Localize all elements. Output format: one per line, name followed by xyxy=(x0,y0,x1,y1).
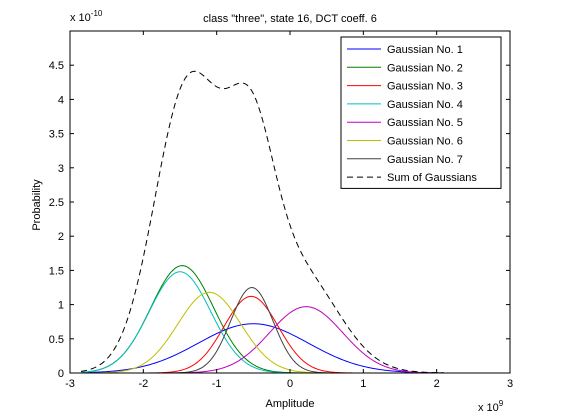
gaussian-line-3 xyxy=(81,295,444,374)
chart-title: class "three", state 16, DCT coeff. 6 xyxy=(203,13,377,25)
y-tick-label: 1 xyxy=(58,300,64,312)
y-tick-label: 1.5 xyxy=(49,265,64,277)
y-axis-label-group: Probability xyxy=(31,179,43,231)
gaussian-line-4 xyxy=(80,271,444,374)
x-tick-label: 0 xyxy=(287,378,293,390)
legend-entry: Sum of Gaussians xyxy=(387,172,477,184)
x-exponent-base: x 10 xyxy=(478,402,499,414)
y-axis-label: Probability xyxy=(31,179,43,231)
legend-entry: Gaussian No. 3 xyxy=(387,81,463,93)
legend-box xyxy=(340,36,502,189)
y-tick-label: 0.5 xyxy=(49,334,64,346)
x-exponent-power: 9 xyxy=(499,399,504,408)
gaussian-line-7 xyxy=(81,286,444,374)
sum-of-gaussians-line xyxy=(80,70,445,374)
legend-entry: Gaussian No. 6 xyxy=(387,136,463,148)
gaussian-line-5 xyxy=(81,306,445,374)
gaussian-line-6 xyxy=(81,291,444,374)
y-exponent-power: -10 xyxy=(91,9,103,18)
legend-entry: Gaussian No. 4 xyxy=(387,99,463,111)
y-exponent-label: x 10-10 xyxy=(70,9,103,24)
y-tick-label: 3 xyxy=(58,163,64,175)
x-tick-label: 1 xyxy=(360,378,366,390)
x-axis-label: Amplitude xyxy=(266,398,315,410)
x-tick-label: -2 xyxy=(138,378,148,390)
legend-entry: Gaussian No. 5 xyxy=(387,117,463,129)
x-tick-label: 2 xyxy=(434,378,440,390)
gaussian-line-1 xyxy=(80,323,445,374)
y-tick-label: 2.5 xyxy=(49,197,64,209)
y-tick-label: 0 xyxy=(58,368,64,380)
legend-entry: Gaussian No. 1 xyxy=(387,44,463,56)
y-tick-label: 4.5 xyxy=(49,60,64,72)
y-tick-label: 2 xyxy=(58,231,64,243)
y-tick-label: 4 xyxy=(58,94,64,106)
legend-entry: Gaussian No. 2 xyxy=(387,62,463,74)
gaussian-line-2 xyxy=(80,265,444,374)
y-exponent-base: x 10 xyxy=(70,12,91,24)
legend: Gaussian No. 1 Gaussian No. 2 Gaussian No.… xyxy=(340,36,502,189)
x-exponent-label: x 109 xyxy=(478,399,504,414)
x-tick-label: -3 xyxy=(65,378,75,390)
y-tick-label: 3.5 xyxy=(49,129,64,141)
x-tick-label: 3 xyxy=(507,378,513,390)
legend-entry: Gaussian No. 7 xyxy=(387,154,463,166)
plot-frame xyxy=(69,30,511,374)
x-tick-label: -1 xyxy=(212,378,222,390)
